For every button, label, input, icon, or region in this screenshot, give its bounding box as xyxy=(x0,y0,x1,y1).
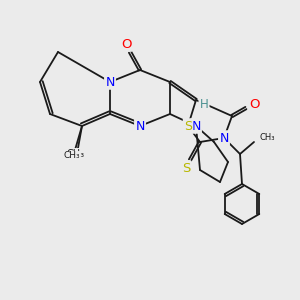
Text: S: S xyxy=(182,161,190,175)
Text: N: N xyxy=(219,131,229,145)
Text: CH₃: CH₃ xyxy=(260,134,275,142)
Text: CH₃: CH₃ xyxy=(67,149,85,159)
Text: H: H xyxy=(200,98,208,110)
Text: N: N xyxy=(135,119,145,133)
Text: CH₃: CH₃ xyxy=(64,152,80,160)
Text: S: S xyxy=(184,119,192,133)
Text: N: N xyxy=(105,76,115,88)
Text: O: O xyxy=(121,38,131,50)
Text: O: O xyxy=(249,98,259,110)
Text: N: N xyxy=(191,119,201,133)
